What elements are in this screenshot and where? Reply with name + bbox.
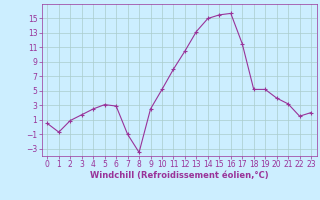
X-axis label: Windchill (Refroidissement éolien,°C): Windchill (Refroidissement éolien,°C)	[90, 171, 268, 180]
